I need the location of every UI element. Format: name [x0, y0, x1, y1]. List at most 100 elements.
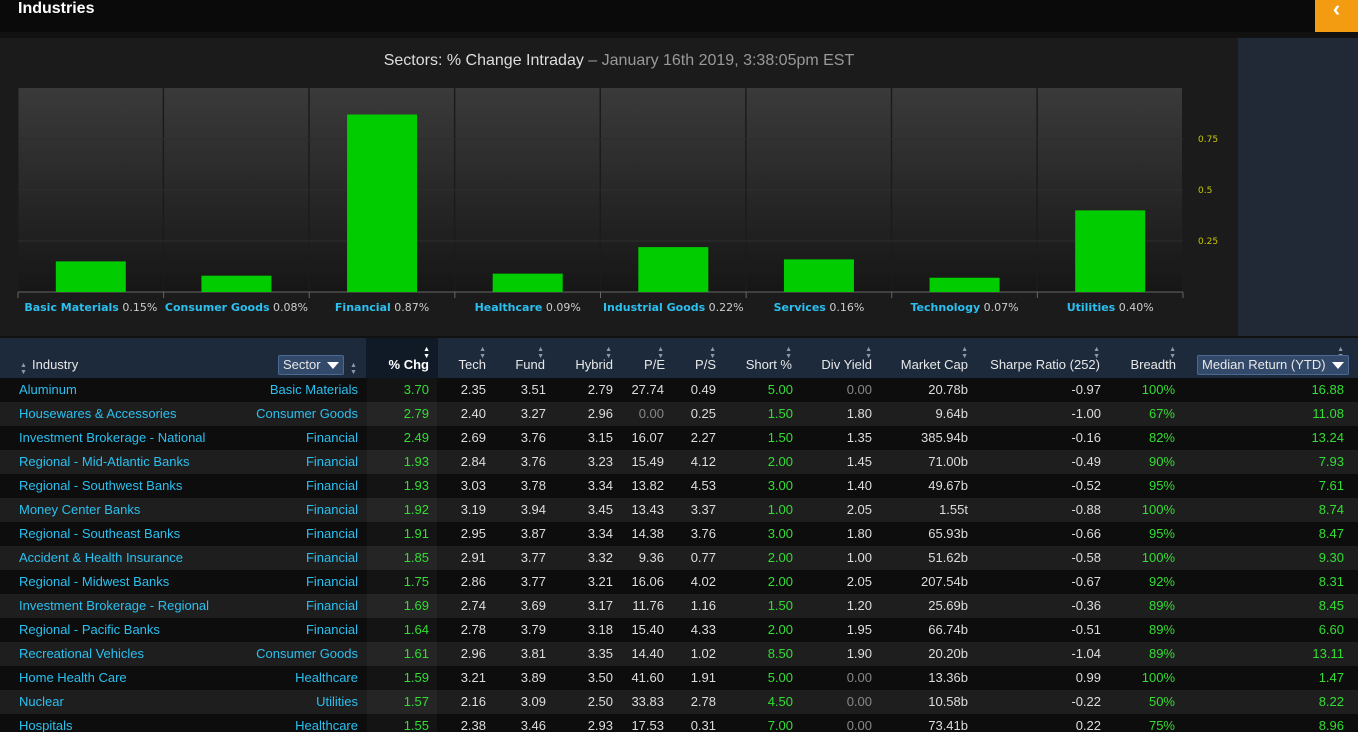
table-row[interactable]: Aluminum Basic Materials 3.70 2.35 3.51 2.79 2…: [0, 378, 1358, 402]
col-header-median[interactable]: ▲▼ Median Return (YTD): [1178, 338, 1358, 378]
sector-link[interactable]: Financial: [305, 598, 358, 613]
sector-link[interactable]: Financial: [305, 478, 358, 493]
table-row[interactable]: Home Health Care Healthcare 1.59 3.21 3.89 3.…: [0, 666, 1358, 690]
filter-icon: [326, 362, 339, 370]
sector-link[interactable]: Financial: [305, 454, 358, 469]
chart-bar[interactable]: [492, 273, 563, 292]
cell-ps: 4.12: [690, 454, 716, 469]
industry-link[interactable]: Regional - Southeast Banks: [19, 526, 181, 541]
table-row[interactable]: Investment Brokerage - National Financial…: [0, 426, 1358, 450]
chart-bar[interactable]: [638, 247, 709, 292]
col-header-industry[interactable]: ▲ ▼ Industry: [0, 338, 270, 378]
cell-mcap: 51.62b: [928, 550, 968, 565]
col-header-div[interactable]: ▲ ▼ Div Yield: [794, 338, 874, 378]
chart-bar[interactable]: [929, 277, 1000, 292]
col-header-short[interactable]: ▲ ▼ Short %: [718, 338, 794, 378]
sector-link[interactable]: Healthcare: [295, 718, 358, 732]
chart-title-timestamp: – January 16th 2019, 3:38:05pm EST: [588, 52, 855, 69]
cell-tech: 2.35: [460, 382, 486, 397]
industry-link[interactable]: Recreational Vehicles: [19, 646, 145, 661]
median-filter-button[interactable]: Median Return (YTD): [1197, 355, 1349, 375]
sector-link[interactable]: Financial: [305, 574, 358, 589]
cell-median: 8.74: [1318, 502, 1344, 517]
cell-hybrid: 3.23: [587, 454, 613, 469]
table-row[interactable]: Regional - Southwest Banks Financial 1.93 3…: [0, 474, 1358, 498]
chart-bar[interactable]: [55, 261, 126, 292]
industry-link[interactable]: Accident & Health Insurance: [19, 550, 184, 565]
industry-link[interactable]: Nuclear: [19, 694, 64, 709]
industry-link[interactable]: Money Center Banks: [19, 502, 141, 517]
cell-chg: 1.55: [403, 718, 429, 732]
table-row[interactable]: Nuclear Utilities 1.57 2.16 3.09 2.50 33.83 2.7…: [0, 690, 1358, 714]
table-row[interactable]: Regional - Mid-Atlantic Banks Financial 1.…: [0, 450, 1358, 474]
industry-link[interactable]: Regional - Midwest Banks: [19, 574, 170, 589]
cell-tech: 2.86: [460, 574, 486, 589]
col-header-sharpe[interactable]: ▲ ▼ Sharpe Ratio (252): [970, 338, 1102, 378]
sort-icon: ▲▼: [785, 346, 792, 360]
col-header-ps[interactable]: ▲ ▼ P/S: [666, 338, 718, 378]
table-row[interactable]: Recreational Vehicles Consumer Goods 1.61 2…: [0, 642, 1358, 666]
table-row[interactable]: Regional - Midwest Banks Financial 1.75 2.8…: [0, 570, 1358, 594]
industry-link[interactable]: Home Health Care: [19, 670, 127, 685]
cell-short: 1.50: [767, 430, 793, 445]
chart-bar[interactable]: [201, 275, 272, 292]
industry-link[interactable]: Investment Brokerage - Regional: [19, 598, 210, 613]
industry-link[interactable]: Aluminum: [19, 382, 77, 397]
cell-sharpe: -0.66: [1071, 526, 1101, 541]
industry-link[interactable]: Regional - Mid-Atlantic Banks: [19, 454, 190, 469]
sector-link[interactable]: Financial: [305, 550, 358, 565]
chevron-left-icon[interactable]: ‹: [1315, 0, 1358, 32]
industry-link[interactable]: Regional - Pacific Banks: [19, 622, 160, 637]
table-row[interactable]: Accident & Health Insurance Financial 1.85…: [0, 546, 1358, 570]
col-label-fund: Fund: [515, 357, 545, 372]
chart-value-label: 0.16%: [826, 301, 864, 314]
col-header-fund[interactable]: ▲ ▼ Fund: [494, 338, 546, 378]
cell-hybrid: 2.96: [587, 406, 613, 421]
table-row[interactable]: Hospitals Healthcare 1.55 2.38 3.46 2.93 17.53…: [0, 714, 1358, 732]
col-header-sector[interactable]: Sector ▲ ▼: [270, 338, 366, 378]
cell-median: 7.61: [1318, 478, 1344, 493]
col-header-mcap[interactable]: ▲ ▼ Market Cap: [874, 338, 970, 378]
cell-fund: 3.09: [520, 694, 546, 709]
sector-link[interactable]: Financial: [305, 526, 358, 541]
industry-table-body: Aluminum Basic Materials 3.70 2.35 3.51 2.79 2…: [0, 378, 1358, 732]
table-row[interactable]: Money Center Banks Financial 1.92 3.19 3.94 3…: [0, 498, 1358, 522]
sector-link[interactable]: Utilities: [316, 694, 358, 709]
sector-filter-button[interactable]: Sector: [278, 355, 344, 375]
industry-link[interactable]: Investment Brokerage - National: [19, 430, 206, 445]
col-header-chg[interactable]: ▲ ▼ % Chg: [366, 338, 438, 378]
chart-bar[interactable]: [1075, 210, 1146, 292]
chart-bar[interactable]: [783, 259, 854, 292]
cell-pe: 27.74: [631, 382, 664, 397]
table-row[interactable]: Housewares & Accessories Consumer Goods 2.…: [0, 402, 1358, 426]
industry-link[interactable]: Regional - Southwest Banks: [19, 478, 183, 493]
chart-y-tick-label: 0.5: [1198, 186, 1212, 196]
chart-category-label: Financial 0.87%: [335, 301, 429, 314]
sector-link[interactable]: Consumer Goods: [256, 646, 358, 661]
cell-mcap: 207.54b: [921, 574, 968, 589]
chart-bar[interactable]: [347, 114, 418, 293]
cell-div: 2.05: [846, 574, 872, 589]
chart-category-label: Healthcare 0.09%: [475, 301, 581, 314]
table-row[interactable]: Investment Brokerage - Regional Financial…: [0, 594, 1358, 618]
cell-mcap: 385.94b: [921, 430, 968, 445]
sector-link[interactable]: Consumer Goods: [256, 406, 358, 421]
cell-pe: 15.40: [631, 622, 664, 637]
col-header-hybrid[interactable]: ▲ ▼ Hybrid: [546, 338, 614, 378]
sector-link[interactable]: Financial: [305, 622, 358, 637]
cell-div: 1.80: [846, 406, 872, 421]
col-header-breadth[interactable]: ▲ ▼ Breadth: [1102, 338, 1178, 378]
table-row[interactable]: Regional - Southeast Banks Financial 1.91 2…: [0, 522, 1358, 546]
col-header-tech[interactable]: ▲ ▼ Tech: [438, 338, 494, 378]
cell-breadth: 89%: [1148, 622, 1175, 637]
table-row[interactable]: Regional - Pacific Banks Financial 1.64 2.7…: [0, 618, 1358, 642]
sector-link[interactable]: Basic Materials: [269, 382, 358, 397]
col-label-industry: Industry: [32, 357, 79, 372]
sector-link[interactable]: Financial: [305, 430, 358, 445]
industry-link[interactable]: Housewares & Accessories: [19, 406, 177, 421]
sector-link[interactable]: Healthcare: [295, 670, 358, 685]
industry-link[interactable]: Hospitals: [19, 718, 73, 732]
cell-breadth: 100%: [1141, 382, 1175, 397]
sector-link[interactable]: Financial: [305, 502, 358, 517]
col-header-pe[interactable]: ▲ ▼ P/E: [614, 338, 666, 378]
